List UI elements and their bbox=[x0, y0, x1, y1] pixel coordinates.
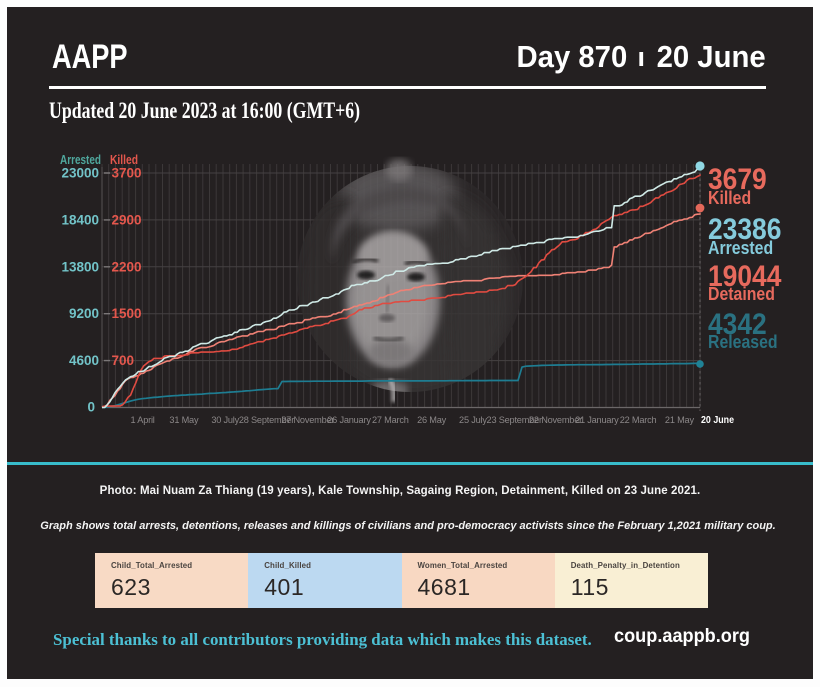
svg-text:22 November: 22 November bbox=[529, 415, 582, 425]
svg-text:13800: 13800 bbox=[61, 259, 99, 274]
svg-text:3700: 3700 bbox=[112, 166, 142, 181]
svg-text:21 January: 21 January bbox=[575, 415, 619, 425]
svg-text:27 November: 27 November bbox=[281, 415, 334, 425]
svg-text:2200: 2200 bbox=[112, 259, 142, 274]
svg-text:28 September: 28 September bbox=[239, 415, 294, 425]
svg-text:21 May: 21 May bbox=[665, 415, 695, 425]
svg-text:23 September: 23 September bbox=[487, 415, 542, 425]
svg-text:4600: 4600 bbox=[69, 353, 99, 368]
svg-text:9200: 9200 bbox=[69, 306, 99, 321]
svg-text:20 June: 20 June bbox=[701, 414, 734, 426]
svg-text:25 July: 25 July bbox=[459, 415, 487, 425]
svg-text:27 March: 27 March bbox=[372, 415, 409, 425]
svg-text:Arrested: Arrested bbox=[60, 152, 101, 167]
svg-text:700: 700 bbox=[112, 353, 135, 368]
svg-text:18400: 18400 bbox=[61, 212, 99, 227]
svg-text:1500: 1500 bbox=[112, 306, 142, 321]
svg-text:0: 0 bbox=[87, 400, 95, 415]
svg-text:31 May: 31 May bbox=[169, 415, 199, 425]
svg-text:2900: 2900 bbox=[112, 212, 142, 227]
svg-text:30 July: 30 July bbox=[211, 415, 239, 425]
svg-text:26 May: 26 May bbox=[417, 415, 447, 425]
svg-text:26 January: 26 January bbox=[327, 415, 371, 425]
svg-text:1 April: 1 April bbox=[131, 415, 155, 425]
svg-text:23000: 23000 bbox=[61, 166, 99, 181]
svg-text:Killed: Killed bbox=[110, 152, 138, 167]
svg-text:22 March: 22 March bbox=[620, 415, 657, 425]
